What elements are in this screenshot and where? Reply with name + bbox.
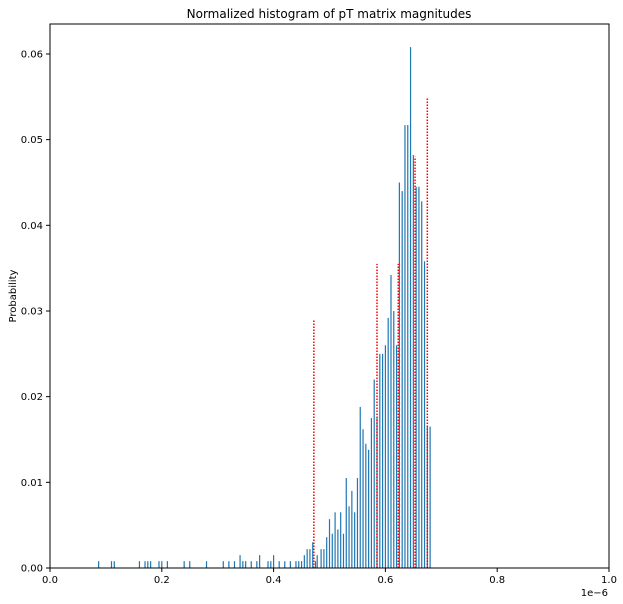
histogram-bar <box>373 379 375 568</box>
x-tick-label: 0.6 <box>377 575 393 586</box>
histogram-bar <box>395 345 398 568</box>
threshold-lines <box>313 98 429 568</box>
histogram-bar <box>365 443 367 568</box>
y-tick-label: 0.00 <box>21 564 43 575</box>
y-tick-label: 0.06 <box>21 49 43 60</box>
histogram-bar <box>404 125 406 568</box>
histogram-bar <box>256 561 258 568</box>
histogram-bar <box>205 561 208 568</box>
histogram-bar <box>300 561 303 568</box>
x-tick-label: 1.0 <box>601 575 617 586</box>
histogram-bar <box>334 512 336 568</box>
histogram-bar <box>382 353 384 568</box>
x-tick-label: 0.2 <box>154 575 170 586</box>
x-tick-label: 0.8 <box>489 575 505 586</box>
histogram-bars <box>98 47 431 569</box>
histogram-bar <box>379 353 381 568</box>
histogram-bar <box>337 529 339 568</box>
histogram-bar <box>314 561 317 568</box>
histogram-bar <box>298 561 300 568</box>
histogram-bar <box>320 549 322 568</box>
histogram-bar <box>309 549 311 568</box>
histogram-bar <box>345 478 347 568</box>
y-tick-label: 0.01 <box>21 478 43 489</box>
histogram-bar <box>354 512 356 568</box>
y-axis-label: Probability <box>8 269 19 322</box>
chart-title: Normalized histogram of pT matrix magnit… <box>187 7 472 21</box>
histogram-bar <box>228 561 230 568</box>
histogram-bar <box>340 512 342 568</box>
histogram-bar <box>423 261 426 568</box>
y-tick-label: 0.03 <box>21 306 43 317</box>
x-axis-offset-label: 1e−6 <box>581 588 608 599</box>
histogram-bar <box>412 155 414 568</box>
histogram-bar <box>233 561 236 568</box>
histogram-bar <box>166 561 168 568</box>
histogram-bar <box>362 429 364 568</box>
histogram-bar <box>348 506 350 568</box>
histogram-bar <box>278 561 280 568</box>
histogram-bar <box>270 561 272 568</box>
histogram-bar <box>284 561 286 568</box>
histogram-bar <box>189 561 191 568</box>
histogram-bar <box>98 561 100 568</box>
y-tick-label: 0.02 <box>21 392 43 403</box>
histogram-bar <box>370 418 373 568</box>
histogram-bar <box>273 555 275 568</box>
histogram-bar <box>303 555 305 568</box>
histogram-bar <box>356 478 359 568</box>
y-axis: 0.00 0.01 0.02 0.03 0.04 0.05 0.06 <box>21 49 50 575</box>
histogram-bar <box>326 537 328 568</box>
histogram-bar <box>295 561 297 568</box>
histogram-bar <box>110 561 113 568</box>
histogram-bar <box>429 426 431 568</box>
histogram-bar <box>242 561 244 568</box>
histogram-bar <box>138 561 141 568</box>
histogram-bar <box>351 490 353 568</box>
plot-frame <box>49 23 610 569</box>
x-axis: 0.0 0.2 0.4 0.6 0.8 1.0 <box>42 568 617 586</box>
histogram-bar <box>267 561 269 568</box>
histogram-bar <box>150 561 152 568</box>
histogram-bar <box>398 182 400 569</box>
histogram-bar <box>368 449 370 568</box>
histogram-bar <box>323 549 325 568</box>
histogram-bar <box>390 275 392 568</box>
x-tick-label: 0.0 <box>42 575 58 586</box>
x-tick-label: 0.4 <box>266 575 282 586</box>
histogram-bar <box>331 533 333 568</box>
histogram-bar <box>259 555 261 568</box>
histogram-bar <box>342 533 345 568</box>
histogram-bar <box>113 561 115 568</box>
histogram-bar <box>407 125 409 568</box>
histogram-bar <box>359 406 361 568</box>
histogram-bar <box>387 317 389 568</box>
histogram-bar <box>306 549 308 568</box>
histogram-bar <box>384 345 386 568</box>
histogram-bar <box>415 186 417 568</box>
histogram-bar <box>316 555 318 568</box>
histogram-bar <box>401 191 403 568</box>
y-tick-label: 0.04 <box>21 221 43 232</box>
histogram-bar <box>161 561 163 568</box>
histogram-bar <box>250 561 252 568</box>
histogram-bar <box>222 561 224 568</box>
y-tick-label: 0.05 <box>21 135 43 146</box>
histogram-bar <box>426 426 428 568</box>
histogram-bar <box>147 561 149 568</box>
histogram-bar <box>312 542 314 568</box>
histogram-bar <box>376 418 378 568</box>
histogram-bar <box>158 561 160 568</box>
histogram-bar <box>144 561 146 568</box>
histogram-bar <box>421 201 423 568</box>
histogram-bar <box>245 561 247 568</box>
histogram-bar <box>418 186 420 568</box>
histogram-bar <box>328 519 331 568</box>
histogram-bar <box>393 310 395 568</box>
histogram-bar <box>183 561 185 568</box>
histogram-bar <box>289 561 291 568</box>
histogram-bar <box>409 47 412 568</box>
histogram-bar <box>239 555 241 568</box>
